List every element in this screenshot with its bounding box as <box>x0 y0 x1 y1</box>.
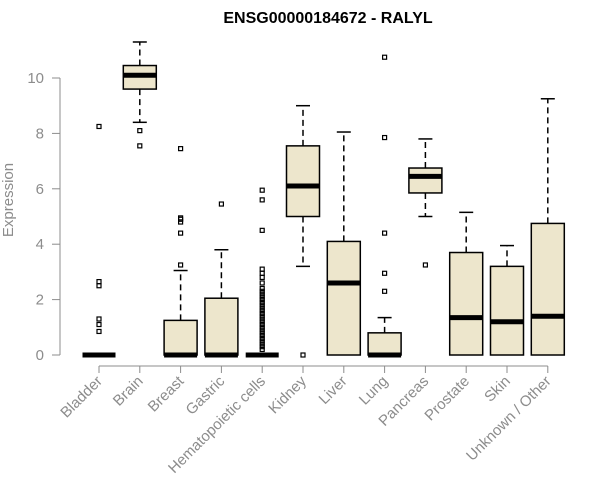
outlier-point <box>96 283 102 289</box>
outlier-point <box>382 230 388 236</box>
outlier-point <box>96 278 102 285</box>
outlier-point <box>300 352 306 358</box>
y-axis-title: Expression <box>0 163 17 237</box>
outlier-point <box>259 266 265 272</box>
box-iqr <box>204 297 239 356</box>
outlier-point <box>259 285 265 292</box>
outlier-point <box>259 280 265 286</box>
outlier-point <box>259 341 265 347</box>
outlier-point <box>259 302 265 308</box>
outlier-point <box>259 297 265 303</box>
outlier-point <box>259 324 265 330</box>
outlier-point <box>178 216 184 222</box>
y-axis: 0 2 4 6 8 10 <box>27 70 61 364</box>
box-iqr <box>367 332 402 356</box>
y-tick-label: 6 <box>36 181 44 198</box>
box-bladder <box>82 123 116 358</box>
y-tick-label: 10 <box>27 70 44 87</box>
box-hematopoietic-cells <box>245 187 279 358</box>
box-gastric <box>204 201 239 358</box>
box-prostate <box>448 211 484 356</box>
y-tick-label: 2 <box>36 292 44 309</box>
outlier-point <box>178 262 184 268</box>
box-iqr <box>285 145 321 218</box>
box-liver <box>326 131 362 356</box>
outlier-point <box>382 288 388 294</box>
x-tick-label: Prostate <box>421 373 473 425</box>
outlier-point <box>96 328 102 335</box>
outlier-point <box>259 291 265 297</box>
box-iqr <box>489 265 525 356</box>
outlier-point <box>259 344 265 350</box>
outlier-point <box>178 146 184 152</box>
box-iqr <box>448 251 484 356</box>
outlier-point <box>259 305 265 311</box>
chart-title: ENSG00000184672 - RALYL <box>223 10 433 27</box>
outlier-point <box>178 219 184 225</box>
outlier-point <box>259 299 265 305</box>
box-pancreas <box>408 138 443 268</box>
outlier-point <box>259 294 265 300</box>
outlier-point <box>382 54 388 60</box>
box-iqr <box>163 319 198 356</box>
outlier-point <box>259 270 265 276</box>
outlier-point <box>259 319 265 325</box>
outlier-point <box>259 313 265 319</box>
outlier-point <box>259 333 265 339</box>
outlier-point <box>259 346 265 353</box>
outlier-point <box>382 134 388 141</box>
outlier-point <box>137 128 143 134</box>
outlier-point <box>259 338 265 344</box>
box-skin <box>489 244 525 356</box>
y-tick-label: 8 <box>36 125 44 142</box>
outlier-point <box>259 187 265 193</box>
x-tick-label: Brain <box>110 373 147 410</box>
outlier-point <box>259 227 265 233</box>
outlier-point <box>259 308 265 314</box>
x-tick-label: Skin <box>481 373 514 406</box>
box-iqr <box>408 167 443 194</box>
outlier-point <box>137 143 143 149</box>
outlier-point <box>259 197 265 203</box>
outlier-point <box>259 310 265 317</box>
box-iqr <box>326 240 362 356</box>
x-tick-label: Lung <box>356 373 392 409</box>
box-lung <box>367 54 402 358</box>
outlier-point <box>96 123 102 130</box>
box-breast <box>163 146 198 358</box>
outlier-point <box>259 316 265 322</box>
outlier-point <box>259 321 265 328</box>
x-tick-label: Liver <box>316 373 351 408</box>
box-unknown-other <box>530 98 566 356</box>
outlier-point <box>178 215 184 221</box>
outlier-point <box>259 335 265 341</box>
outlier-point <box>218 201 224 207</box>
x-tick-label: Bladder <box>57 373 106 422</box>
outlier-point <box>259 288 265 294</box>
box-kidney <box>285 104 321 358</box>
outlier-point <box>259 327 265 333</box>
box-brain <box>122 41 158 149</box>
box-series <box>82 41 566 358</box>
outlier-point <box>259 330 265 336</box>
outlier-point <box>259 274 265 281</box>
outlier-point <box>422 262 428 268</box>
x-tick-label: Breast <box>145 372 188 415</box>
outlier-point <box>178 230 184 236</box>
outlier-point <box>96 316 102 322</box>
box-iqr <box>530 222 566 356</box>
outlier-point <box>382 270 388 276</box>
x-tick-label: Kidney <box>265 372 310 417</box>
outlier-point <box>96 321 102 328</box>
y-tick-label: 0 <box>36 347 44 364</box>
y-tick-label: 4 <box>36 236 44 253</box>
